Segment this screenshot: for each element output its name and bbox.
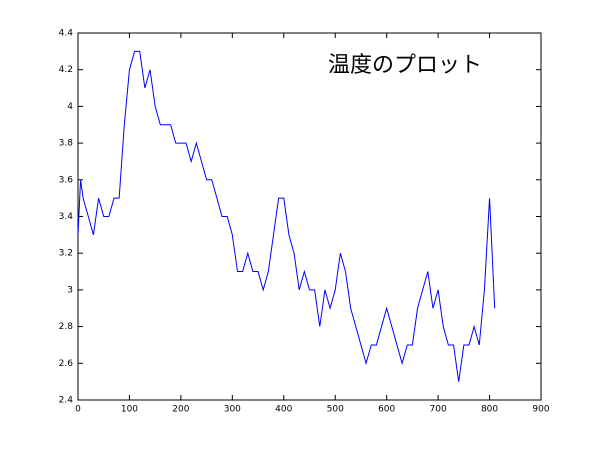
chart-title: 温度のプロット: [328, 53, 482, 78]
x-tick-label: 400: [275, 405, 292, 415]
x-tick-label: 900: [532, 405, 549, 415]
x-tick-label: 100: [121, 405, 138, 415]
x-tick-label: 500: [327, 405, 344, 415]
y-tick-label: 3.4: [59, 212, 74, 222]
data-line: [77, 50, 496, 382]
y-tick-label: 2.6: [59, 359, 74, 369]
y-tick-label: 3.8: [59, 139, 74, 149]
axes-box: [77, 32, 542, 401]
y-tick-label: 2.4: [59, 396, 74, 406]
y-tick-label: 3.2: [59, 249, 73, 259]
y-tick-label: 4.4: [59, 29, 74, 39]
x-tick-label: 200: [172, 405, 189, 415]
y-tick-label: 3.6: [59, 175, 74, 185]
x-tick-label: 0: [75, 405, 81, 415]
x-tick-label: 800: [481, 405, 498, 415]
x-tick-label: 600: [378, 405, 395, 415]
y-tick-label: 3: [67, 285, 73, 295]
y-tick-label: 4.2: [59, 65, 73, 75]
y-tick-label: 4: [67, 102, 73, 112]
x-tick-label: 700: [430, 405, 447, 415]
y-tick-label: 2.8: [59, 322, 74, 332]
x-tick-label: 300: [224, 405, 241, 415]
